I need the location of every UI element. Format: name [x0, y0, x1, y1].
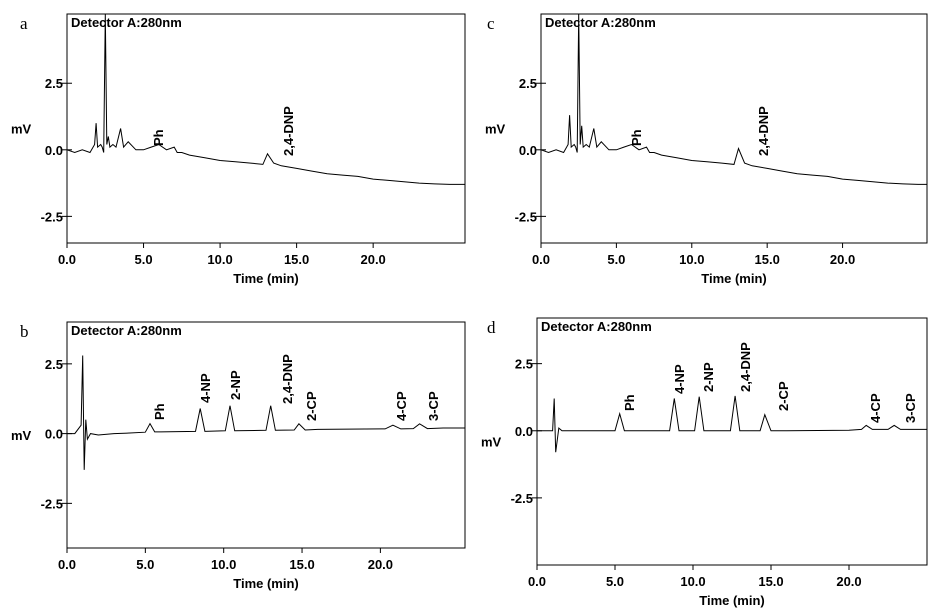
x-tick-label: 20.0 — [836, 574, 861, 589]
y-tick-label: 2.5 — [515, 357, 533, 372]
x-axis-label: Time (min) — [233, 271, 299, 286]
trace — [540, 13, 927, 185]
x-tick-label: 10.0 — [211, 557, 236, 572]
y-tick-label: -2.5 — [511, 491, 533, 506]
x-tick-label: 0.0 — [58, 557, 76, 572]
x-tick-label: 0.0 — [58, 252, 76, 267]
peak-label: 2,4-DNP — [738, 342, 753, 392]
plot-frame — [540, 13, 928, 244]
x-tick-label: 15.0 — [284, 252, 309, 267]
peak-label: 2-CP — [776, 381, 791, 411]
x-tick-label: 5.0 — [606, 574, 624, 589]
y-axis-label: mV — [11, 122, 32, 137]
peak-label: Ph — [622, 394, 637, 411]
y-axis-label: mV — [481, 435, 502, 450]
x-tick-label: 20.0 — [830, 252, 855, 267]
trace — [537, 395, 927, 453]
peak-label: 3-CP — [903, 393, 918, 423]
x-tick-label: 15.0 — [755, 252, 780, 267]
peak-label: 4-CP — [868, 393, 883, 423]
x-axis-label: Time (min) — [701, 271, 767, 286]
plot-frame — [66, 13, 466, 244]
y-tick-label: 0.0 — [45, 427, 63, 442]
y-tick-label: 2.5 — [45, 76, 63, 91]
panel-label: d — [487, 318, 496, 337]
chart-title: Detector A:280nm — [545, 15, 656, 30]
x-tick-label: 0.0 — [528, 574, 546, 589]
y-tick-label: -2.5 — [515, 209, 537, 224]
x-tick-label: 10.0 — [679, 252, 704, 267]
x-tick-label: 10.0 — [207, 252, 232, 267]
x-tick-label: 15.0 — [289, 557, 314, 572]
x-tick-label: 20.0 — [360, 252, 385, 267]
y-tick-label: 2.5 — [45, 357, 63, 372]
peak-label: 2-NP — [701, 362, 716, 392]
panel-label: b — [20, 322, 29, 341]
peak-label: 4-CP — [394, 391, 409, 421]
y-tick-label: -2.5 — [41, 496, 63, 511]
peak-label: Ph — [629, 129, 644, 146]
y-axis-label: mV — [485, 122, 506, 137]
plot-frame — [536, 317, 928, 566]
peak-label: Ph — [152, 403, 167, 420]
peak-label: 2,4-DNP — [281, 106, 296, 156]
peak-label: 3-CP — [426, 391, 441, 421]
panel-label: c — [487, 14, 495, 33]
y-tick-label: -2.5 — [41, 209, 63, 224]
trace — [67, 355, 465, 470]
y-tick-label: 0.0 — [45, 143, 63, 158]
peak-label: 4-NP — [198, 373, 213, 403]
y-axis-label: mV — [11, 428, 32, 443]
peak-label: 2,4-DNP — [756, 106, 771, 156]
panel-label: a — [20, 14, 28, 33]
x-tick-label: 5.0 — [134, 252, 152, 267]
x-tick-label: 5.0 — [136, 557, 154, 572]
x-tick-label: 20.0 — [368, 557, 393, 572]
plot-frame — [66, 321, 466, 549]
peak-label: 2-CP — [304, 391, 319, 421]
x-axis-label: Time (min) — [233, 576, 299, 591]
x-tick-label: 10.0 — [680, 574, 705, 589]
x-tick-label: 0.0 — [532, 252, 550, 267]
trace — [66, 13, 465, 185]
chart-title: Detector A:280nm — [71, 323, 182, 338]
x-tick-label: 15.0 — [758, 574, 783, 589]
peak-label: 4-NP — [672, 364, 687, 394]
y-tick-label: 0.0 — [519, 143, 537, 158]
x-tick-label: 5.0 — [607, 252, 625, 267]
y-tick-label: 0.0 — [515, 424, 533, 439]
peak-label: Ph — [151, 129, 166, 146]
peak-label: 2,4-DNP — [280, 354, 295, 404]
y-tick-label: 2.5 — [519, 76, 537, 91]
chart-title: Detector A:280nm — [541, 319, 652, 334]
peak-label: 2-NP — [228, 370, 243, 400]
chart-title: Detector A:280nm — [71, 15, 182, 30]
x-axis-label: Time (min) — [699, 593, 765, 608]
